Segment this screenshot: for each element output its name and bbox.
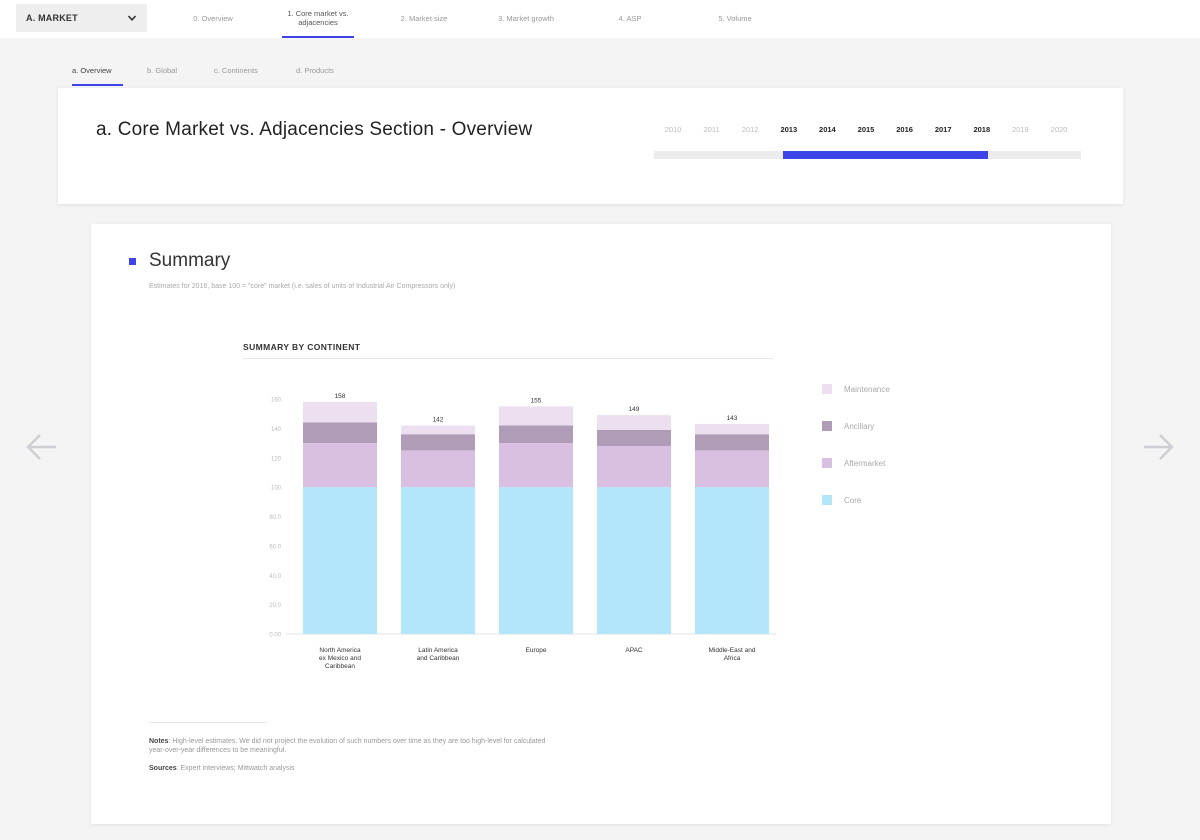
summary-title: Summary [149, 250, 231, 271]
bar-maintenance-segment [303, 401, 377, 423]
sources-label: Sources [149, 765, 177, 772]
x-category-label: Latin America and Caribbean [417, 647, 460, 662]
legend-label: Aftermarket [844, 458, 886, 468]
summary-subtitle: Estimates for 2016, base 100 = "core" ma… [149, 283, 456, 290]
bar-maintenance-segment [499, 406, 573, 426]
bar-maintenance-segment [695, 423, 769, 435]
bar-ancillary-segment [303, 422, 377, 444]
x-category-label: Europe [526, 647, 547, 654]
bar-ancillary-segment [499, 425, 573, 444]
legend-item-ancillary: Ancillary [822, 421, 932, 431]
top-navigation: A. MARKET 0. Overview 1. Core market vs.… [0, 0, 1200, 38]
y-tick-label: 140 [271, 427, 282, 433]
year-2018[interactable]: 2018 [973, 125, 991, 134]
bar-aftermarket-segment [499, 443, 573, 488]
page-title: a. Core Market vs. Adjacencies Section -… [96, 119, 533, 140]
bar-core-segment [499, 487, 573, 634]
legend-label: Core [844, 495, 862, 505]
y-tick-label: 40.0 [269, 574, 281, 580]
year-2020[interactable]: 2020 [1050, 125, 1068, 134]
tab-core-market-vs-adjacencies[interactable]: 1. Core market vs. adjacencies [282, 0, 354, 38]
year-2011[interactable]: 2011 [703, 125, 720, 134]
legend-item-maintenance: Maintenance [822, 384, 932, 394]
y-tick-label: 20.0 [269, 603, 281, 609]
stacked-bar-chart: 0.00 20.0 40.0 60.0 80.0 100 120 140 160 158 North… [269, 393, 776, 670]
tab-market-size[interactable]: 2. Market size [400, 13, 448, 23]
bar-ancillary-segment [401, 434, 475, 451]
bar-total-label: 143 [727, 415, 738, 422]
subtab-continents[interactable]: c. Continents [214, 66, 258, 75]
bar-total-label: 149 [629, 406, 640, 413]
bar-ancillary-segment [597, 429, 671, 446]
bar-maintenance-segment [597, 415, 671, 430]
section-header-card: a. Core Market vs. Adjacencies Section -… [58, 88, 1123, 204]
tab-market-growth[interactable]: 3. Market growth [498, 13, 554, 23]
bar-maintenance-segment [401, 425, 475, 435]
sources-text: : Expert interviews; Mittwatch analysis [176, 765, 295, 772]
notes: Notes: High-level estimates. We did not … [149, 737, 549, 755]
sources: Sources: Expert interviews; Mittwatch an… [149, 765, 295, 772]
legend-swatch [822, 458, 832, 468]
bar-core-segment [401, 487, 475, 634]
summary-card: Summary Estimates for 2016, base 100 = "… [91, 224, 1111, 824]
year-timeline-track[interactable] [654, 151, 1081, 159]
tab-volume[interactable]: 5. Volume [718, 13, 752, 23]
bar-core-segment [303, 487, 377, 634]
bar-total-label: 158 [335, 393, 346, 400]
bar-ancillary-segment [695, 434, 769, 451]
legend-item-aftermarket: Aftermarket [822, 458, 932, 468]
legend-label: Maintenance [844, 384, 890, 394]
notes-label: Notes [149, 738, 169, 745]
chart-title-divider [243, 358, 773, 359]
next-arrow-icon[interactable] [1142, 432, 1176, 462]
legend-swatch [822, 384, 832, 394]
tab-asp[interactable]: 4. ASP [618, 13, 642, 23]
notes-text: : High-level estimates. We did not proje… [149, 738, 546, 755]
year-2019[interactable]: 2019 [1012, 125, 1029, 134]
x-category-label: APAC [625, 647, 643, 654]
market-dropdown[interactable]: A. MARKET [16, 4, 147, 32]
notes-divider [149, 722, 267, 723]
year-2017[interactable]: 2017 [934, 125, 952, 134]
summary-bullet [129, 258, 136, 265]
subtab-products[interactable]: d. Products [296, 66, 334, 75]
bar-aftermarket-segment [401, 450, 475, 488]
chevron-down-icon [127, 15, 137, 21]
year-2016[interactable]: 2016 [896, 125, 913, 134]
tab-overview[interactable]: 0. Overview [193, 13, 233, 23]
market-dropdown-label: A. MARKET [26, 13, 78, 23]
previous-arrow-icon[interactable] [24, 432, 58, 462]
bar-core-segment [695, 487, 769, 634]
year-2010[interactable]: 2010 [664, 125, 682, 134]
year-2013[interactable]: 2013 [780, 125, 798, 134]
bar-total-label: 142 [433, 416, 444, 423]
bar-core-segment [597, 487, 671, 634]
legend-label: Ancillary [844, 421, 875, 431]
x-category-label: North America ex Mexico and Caribbean [319, 647, 361, 670]
x-category-label: Middle-East and Africa [709, 647, 756, 662]
legend-swatch [822, 495, 832, 505]
year-2012[interactable]: 2012 [741, 125, 759, 134]
year-2015[interactable]: 2015 [857, 125, 875, 134]
bar-aftermarket-segment [597, 446, 671, 488]
bar-aftermarket-segment [303, 443, 377, 488]
year-timeline-range[interactable] [782, 151, 988, 159]
y-tick-label: 60.0 [269, 544, 281, 550]
y-tick-label: 120 [271, 456, 282, 462]
chart-title: SUMMARY BY CONTINENT [243, 342, 361, 352]
y-tick-label: 80.0 [269, 515, 281, 521]
year-2014[interactable]: 2014 [819, 125, 836, 134]
subtab-overview[interactable]: a. Overview [72, 66, 123, 86]
bar-aftermarket-segment [695, 450, 769, 488]
legend-item-core: Core [822, 495, 932, 505]
legend-swatch [822, 421, 832, 431]
y-tick-label: 160 [271, 398, 282, 404]
subtab-global[interactable]: b. Global [147, 66, 178, 75]
y-tick-label: 100 [271, 486, 282, 492]
y-tick-label: 0.00 [269, 633, 281, 639]
bar-total-label: 155 [531, 397, 542, 404]
